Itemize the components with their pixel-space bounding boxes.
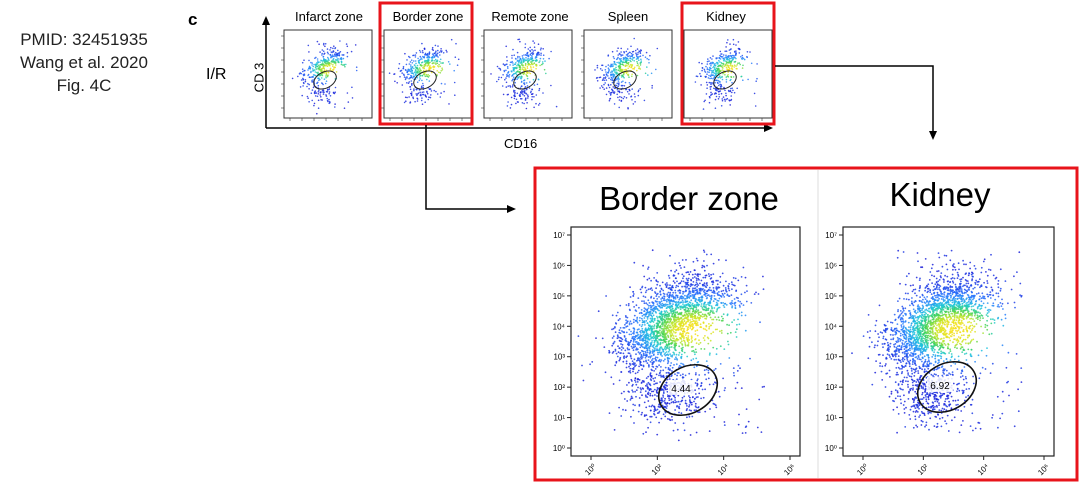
zoom-x-tick-label: 10⁴ [716, 462, 731, 477]
zoom-density-cloud [851, 249, 1023, 434]
border-zone-arrow-icon [507, 205, 516, 213]
gate-value-bg [927, 377, 953, 392]
zoom-highlight-box [533, 166, 1079, 482]
zoom-plot-1: 4.44 10⁰ 10¹ 10² 10³ 10⁴ 10⁵ 10⁶ 10⁷ 10⁰ 10² 10⁴ 10⁶ [553, 226, 801, 477]
thumbnail-highlight-box [680, 1, 776, 126]
thumbnail-gate [613, 70, 637, 90]
thumbnail-title-spleen: Spleen [607, 9, 649, 24]
thumbnail-3 [481, 29, 573, 121]
condition-label: I/R [206, 66, 227, 83]
zoom-x-tick-label: 10⁰ [855, 462, 870, 477]
thumbnail-gate [413, 70, 437, 90]
zoom-y-tick-label: 10⁵ [553, 292, 565, 301]
zoom-y-tick-label: 10⁴ [553, 322, 566, 331]
zoom-plot-frame [842, 226, 1055, 457]
thumbnail-plot-frame [483, 29, 573, 119]
thumbnail-4 [581, 29, 673, 121]
zoom-x-tick-label: 10⁰ [583, 462, 598, 477]
zoom-plot-frame [570, 226, 801, 457]
zoom-y-tick-label: 10⁷ [825, 231, 837, 240]
x-axis-arrow-icon [764, 124, 773, 132]
zoom-y-tick-label: 10¹ [825, 414, 837, 423]
thumbnail-title-infarct-zone: Infarct zone [295, 9, 363, 24]
citation-figure: Fig. 4C [56, 76, 112, 95]
thumbnail-plot-frame [683, 29, 773, 119]
zoom-y-tick-label: 10² [553, 383, 565, 392]
thumbnail-plots [281, 1, 776, 126]
zoom-y-tick-label: 10⁷ [553, 231, 565, 240]
thumbnail-title-kidney: Kidney [706, 9, 746, 24]
thumbnail-gate [513, 70, 537, 90]
zoom-title-kidney: Kidney [889, 176, 991, 213]
gate-value: 4.44 [671, 384, 691, 395]
zoom-y-tick-label: 10³ [825, 353, 837, 362]
zoom-density-cloud [577, 249, 765, 442]
zoom-y-tick-label: 10³ [553, 353, 565, 362]
zoom-x-tick-label: 10⁴ [976, 462, 991, 477]
zoom-x-tick-label: 10⁶ [1036, 462, 1051, 477]
zoom-y-tick-label: 10⁶ [825, 261, 837, 270]
kidney-connector [775, 65, 934, 132]
zoom-y-tick-label: 10⁴ [825, 322, 838, 331]
citation-pmid: PMID: 32451935 [20, 30, 148, 49]
zoom-y-tick-label: 10⁰ [553, 444, 565, 453]
zoom-y-tick-label: 10⁵ [825, 292, 837, 301]
zoom-x-tick-label: 10² [916, 462, 931, 477]
zoom-plot-2: 6.92 10⁰ 10¹ 10² 10³ 10⁴ 10⁵ 10⁶ 10⁷ 10⁰ 10² 10⁴ 10⁶ [825, 226, 1055, 477]
thumbnail-title-remote-zone: Remote zone [491, 9, 569, 24]
zoom-y-tick-label: 10⁰ [825, 444, 837, 453]
zoom-title-border-zone: Border zone [599, 180, 779, 217]
citation-authors: Wang et al. 2020 [20, 53, 148, 72]
thumbnail-plot-frame [283, 29, 373, 119]
thumbnail-density-cloud [388, 38, 460, 105]
zoom-plots: 4.44 10⁰ 10¹ 10² 10³ 10⁴ 10⁵ 10⁶ 10⁷ 10⁰ 10² 10⁴ 10⁶… [533, 166, 1079, 482]
border-zone-connector [425, 125, 508, 210]
thumbnail-gate [313, 70, 337, 90]
panel-letter: c [188, 10, 198, 29]
zoom-y-tick-label: 10² [825, 383, 837, 392]
thumbnail-5 [680, 1, 776, 126]
zoom-gate [916, 360, 978, 414]
thumbnail-1 [281, 29, 373, 121]
zoom-x-tick-label: 10⁶ [782, 462, 797, 477]
x-axis-label: CD16 [504, 136, 538, 151]
citation-block: PMID: 32451935 Wang et al. 2020 Fig. 4C [0, 28, 168, 97]
gate-value: 6.92 [930, 381, 950, 392]
thumbnail-highlight-box [378, 1, 474, 126]
kidney-arrow-icon [929, 131, 937, 140]
thumbnail-density-cloud [490, 38, 558, 110]
thumbnail-title-border-zone: Border zone [392, 9, 464, 24]
thumbnail-gate [713, 70, 737, 90]
zoom-x-tick-label: 10² [650, 462, 665, 477]
zoom-y-tick-label: 10⁶ [553, 261, 565, 270]
zoom-gate [657, 363, 719, 417]
y-axis-arrow-icon [262, 16, 270, 25]
gate-value-bg [668, 380, 694, 395]
thumbnail-2 [378, 1, 474, 126]
zoom-y-tick-label: 10¹ [553, 414, 565, 423]
